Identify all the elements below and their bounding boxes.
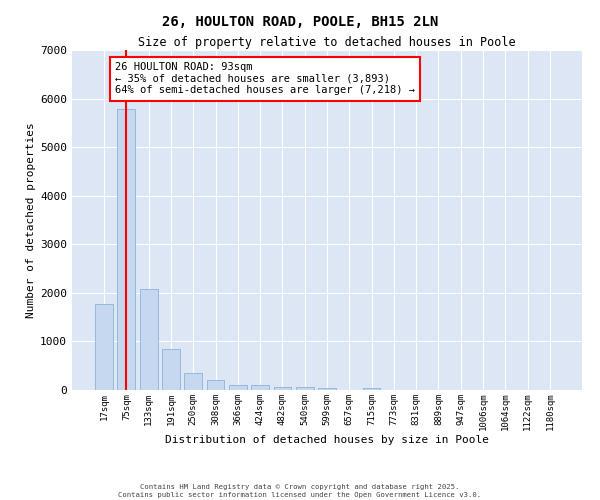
Text: 26, HOULTON ROAD, POOLE, BH15 2LN: 26, HOULTON ROAD, POOLE, BH15 2LN	[162, 15, 438, 29]
Bar	[95, 304, 113, 390]
Bar	[229, 384, 247, 390]
X-axis label: Distribution of detached houses by size in Poole: Distribution of detached houses by size …	[165, 434, 489, 444]
Bar	[140, 289, 158, 390]
Bar	[362, 388, 380, 390]
Y-axis label: Number of detached properties: Number of detached properties	[26, 122, 36, 318]
Bar	[206, 380, 224, 390]
Text: Contains HM Land Registry data © Crown copyright and database right 2025.
Contai: Contains HM Land Registry data © Crown c…	[118, 484, 482, 498]
Bar	[118, 110, 136, 390]
Bar	[296, 388, 314, 390]
Title: Size of property relative to detached houses in Poole: Size of property relative to detached ho…	[138, 36, 516, 49]
Bar	[274, 386, 292, 390]
Text: 26 HOULTON ROAD: 93sqm
← 35% of detached houses are smaller (3,893)
64% of semi-: 26 HOULTON ROAD: 93sqm ← 35% of detached…	[115, 62, 415, 96]
Bar	[184, 374, 202, 390]
Bar	[162, 349, 180, 390]
Bar	[318, 388, 336, 390]
Bar	[251, 386, 269, 390]
